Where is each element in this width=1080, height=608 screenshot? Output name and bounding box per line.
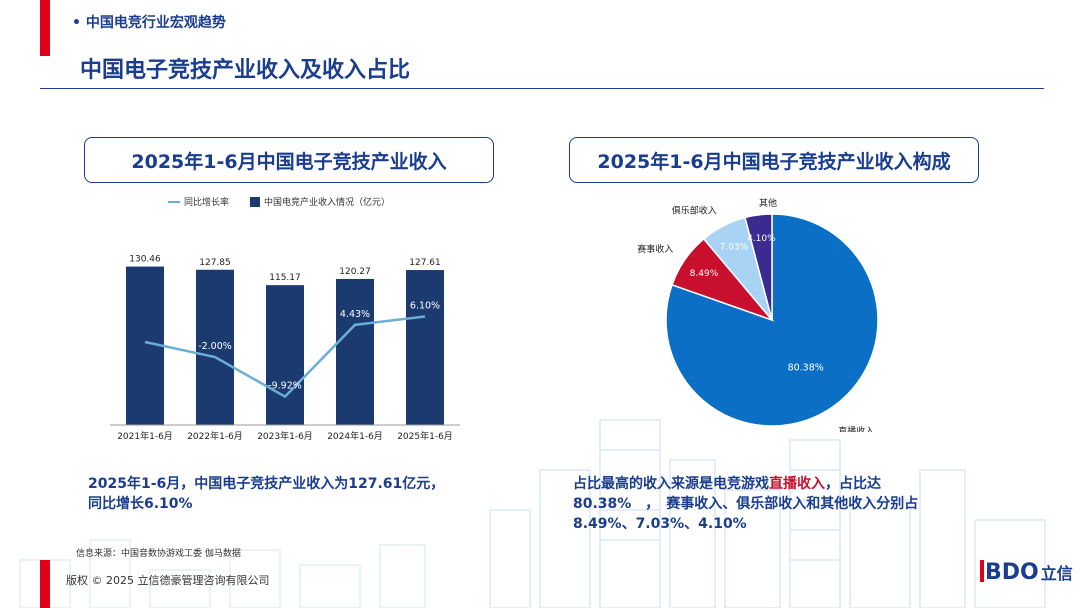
pie-slice-4 xyxy=(744,213,773,321)
legend-bar-swatch xyxy=(250,197,260,207)
growth-rate-label: 4.43% xyxy=(340,309,370,320)
growth-rate-line xyxy=(144,315,426,399)
legend-line-label: 同比增长率 xyxy=(184,196,229,208)
legend-bar-label: 中国电竞产业收入情况（亿元） xyxy=(264,196,390,208)
bar-value-label: 120.27 xyxy=(339,267,371,277)
category-tick-label: 2023年1-6月 xyxy=(257,430,313,442)
slice-category-label: 其他 xyxy=(759,197,777,209)
page-title: 中国电子竞技产业收入及收入占比 xyxy=(80,58,411,83)
bar-value-label: 127.85 xyxy=(199,258,231,268)
left-panel-title: 2025年1-6月中国电子竞技产业收入 xyxy=(84,137,494,183)
logo-red-bar xyxy=(980,560,984,582)
bar-value-label: 115.17 xyxy=(269,273,301,283)
revenue-composition-pie-chart: 80.38% 直播收入 8.49% 赛事收入 7.03% 俱乐部收入 4.10% 其他 xyxy=(637,197,879,432)
bar-4 xyxy=(336,278,374,425)
bullet-icon: • xyxy=(72,15,81,31)
skyline-left-background xyxy=(19,539,426,608)
bar-value-label: 130.46 xyxy=(129,255,161,265)
category-tick-label: 2024年1-6月 xyxy=(327,430,383,442)
slice-category-label: 俱乐部收入 xyxy=(672,204,717,216)
slice-category-label: 直播收入 xyxy=(838,425,874,432)
bar-value-label: 127.61 xyxy=(409,258,441,268)
slice-value-label: 80.38% xyxy=(788,363,824,374)
header-accent-bar xyxy=(40,0,50,56)
source-note: 信息来源：中国音数协游戏工委 伽马数据 xyxy=(76,549,241,559)
bar-2 xyxy=(196,269,234,425)
growth-rate-label: -2.00% xyxy=(198,341,232,352)
slice-category-label: 赛事收入 xyxy=(637,243,673,255)
slice-value-label: 4.10% xyxy=(747,234,776,244)
copyright-text: 版权 © 2025 立信德豪管理咨询有限公司 xyxy=(66,574,270,587)
slice-value-label: 7.03% xyxy=(720,243,749,253)
right-panel-title: 2025年1-6月中国电子竞技产业收入构成 xyxy=(569,137,979,183)
revenue-combo-chart: 同比增长率 中国电竞产业收入情况（亿元） 130.46 2021年1-6月 127.85… xyxy=(110,196,460,442)
growth-rate-label: 6.10% xyxy=(410,301,440,312)
bar-3 xyxy=(266,285,304,425)
growth-rate-label: -9.92% xyxy=(268,381,302,392)
footer-accent-bar xyxy=(40,560,50,608)
category-tick-label: 2022年1-6月 xyxy=(187,430,243,442)
title-divider xyxy=(40,88,1044,89)
category-tick-label: 2025年1-6月 xyxy=(397,430,453,442)
bdo-logo: BDO 立信 xyxy=(980,560,1073,585)
right-summary: 占比最高的收入来源是电竞游戏直播收入，占比达 80.38% ， 赛事收入、俱乐部… xyxy=(573,476,919,532)
highlight-text: 直播收入 xyxy=(769,476,825,492)
category-tick-label: 2021年1-6月 xyxy=(117,430,173,442)
slice-value-label: 8.49% xyxy=(690,269,719,279)
city-skyline-background xyxy=(489,419,1046,608)
left-summary: 2025年1-6月，中国电子竞技产业收入为127.61亿元， 同比增长6.10% xyxy=(88,476,445,512)
section-title: • 中国电竞行业宏观趋势 xyxy=(72,15,226,31)
bar-5 xyxy=(406,270,444,425)
chart-legend: 同比增长率 中国电竞产业收入情况（亿元） xyxy=(168,196,390,208)
